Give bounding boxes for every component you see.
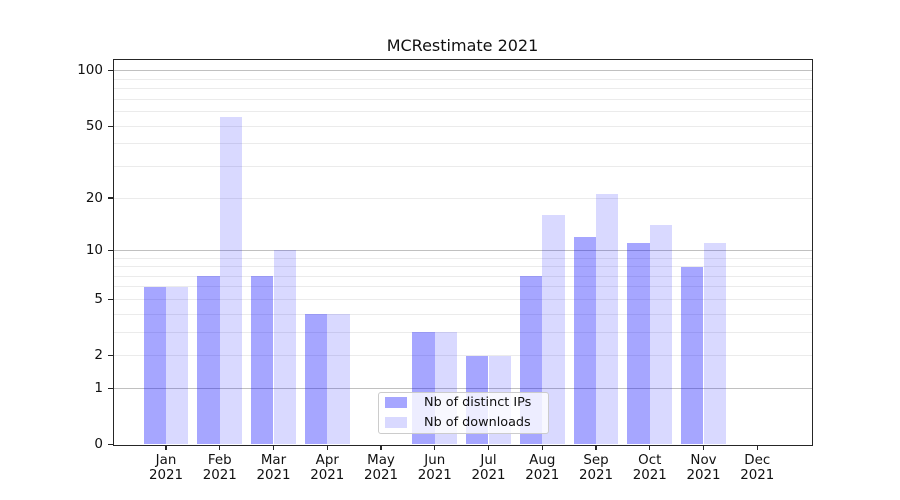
legend-label-downloads: Nb of downloads <box>424 415 531 430</box>
bar-downloads-apr <box>327 314 350 445</box>
y-tick-label: 20 <box>85 189 103 206</box>
x-tick-label: Jul 2021 <box>471 452 506 483</box>
y-tick-label: 1 <box>94 379 103 396</box>
gridline-minor <box>113 298 812 300</box>
gridline-minor <box>113 286 812 288</box>
gridline-minor <box>113 125 812 127</box>
bar-distinct-ips-jan <box>143 286 166 445</box>
y-tick-label: 2 <box>94 347 103 364</box>
y-tick-label: 100 <box>77 62 103 79</box>
grid-layer <box>113 60 812 445</box>
bar-downloads-jan <box>166 286 189 445</box>
x-tick-label: Feb 2021 <box>202 452 237 483</box>
bar-downloads-nov <box>703 243 726 445</box>
y-tick-mark <box>108 354 113 357</box>
x-tick-label: Dec 2021 <box>740 452 775 483</box>
gridline-major <box>113 387 812 389</box>
gridline-minor <box>113 313 812 315</box>
bar-distinct-ips-apr <box>304 314 328 445</box>
gridline-minor <box>113 275 812 277</box>
gridline-minor <box>113 266 812 268</box>
gridline-minor <box>113 197 812 199</box>
bar-downloads-sep <box>596 194 619 445</box>
gridline-minor <box>113 355 812 357</box>
x-tick-mark <box>649 445 651 450</box>
legend-item-downloads: Nb of downloads <box>385 414 548 431</box>
x-tick-label: May 2021 <box>363 452 399 483</box>
x-tick-label: Apr 2021 <box>310 452 345 483</box>
bar-distinct-ips-feb <box>197 276 220 445</box>
x-tick-mark <box>380 445 382 450</box>
bar-downloads-aug <box>542 215 565 445</box>
x-tick-label: Oct 2021 <box>632 452 667 483</box>
x-tick-mark <box>541 445 543 450</box>
bar-layer <box>113 60 812 445</box>
x-tick-label: Jan 2021 <box>148 452 184 483</box>
bar-distinct-ips-nov <box>681 266 704 445</box>
gridline-minor <box>113 98 812 100</box>
x-tick-label: Sep 2021 <box>578 452 614 483</box>
gridline-major <box>113 70 812 72</box>
gridline-minor <box>113 88 812 90</box>
y-tick-label: 10 <box>85 241 103 258</box>
legend-swatch-distinct-ips <box>385 397 407 408</box>
y-tick-mark <box>108 443 113 446</box>
x-tick-mark <box>326 445 328 450</box>
gridline-minor <box>113 143 812 145</box>
gridline-minor <box>113 257 812 259</box>
x-tick-mark <box>219 445 221 450</box>
y-tick-label: 0 <box>94 436 103 452</box>
bar-downloads-mar <box>273 250 296 445</box>
chart-title: MCRestimate 2021 <box>386 36 539 55</box>
bar-downloads-oct <box>649 225 673 445</box>
x-tick-label: Aug 2021 <box>525 452 560 483</box>
gridline-major <box>113 249 812 251</box>
y-tick-mark <box>108 298 113 301</box>
x-tick-mark <box>756 445 758 450</box>
y-tick-label: 50 <box>85 117 103 134</box>
y-tick-mark <box>108 125 113 127</box>
legend: Nb of distinct IPs Nb of downloads <box>378 391 549 434</box>
gridline-minor <box>113 331 812 333</box>
gridline-minor <box>113 78 812 80</box>
y-tick-mark <box>108 70 113 72</box>
x-tick-label: Jun 2021 <box>417 452 452 483</box>
bar-distinct-ips-sep <box>573 236 596 445</box>
y-tick-mark <box>108 387 113 389</box>
legend-swatch-downloads <box>385 417 407 428</box>
x-tick-label: Nov 2021 <box>686 452 721 483</box>
x-tick-mark <box>487 445 490 450</box>
bar-distinct-ips-mar <box>251 276 274 445</box>
x-tick-label: Mar 2021 <box>256 452 291 483</box>
x-tick-mark <box>165 445 167 450</box>
legend-item-distinct-ips: Nb of distinct IPs <box>385 394 548 411</box>
y-tick-mark <box>108 249 113 251</box>
gridline-minor <box>113 111 812 113</box>
x-tick-mark <box>434 445 436 450</box>
y-tick-label: 5 <box>94 290 103 307</box>
x-tick-mark <box>702 445 705 450</box>
gridline-minor <box>113 165 812 167</box>
y-tick-mark <box>108 197 113 199</box>
legend-label-distinct-ips: Nb of distinct IPs <box>424 395 532 410</box>
x-tick-mark <box>272 445 275 450</box>
bar-downloads-feb <box>219 117 243 445</box>
bar-distinct-ips-oct <box>627 243 650 445</box>
x-tick-mark <box>595 445 597 450</box>
